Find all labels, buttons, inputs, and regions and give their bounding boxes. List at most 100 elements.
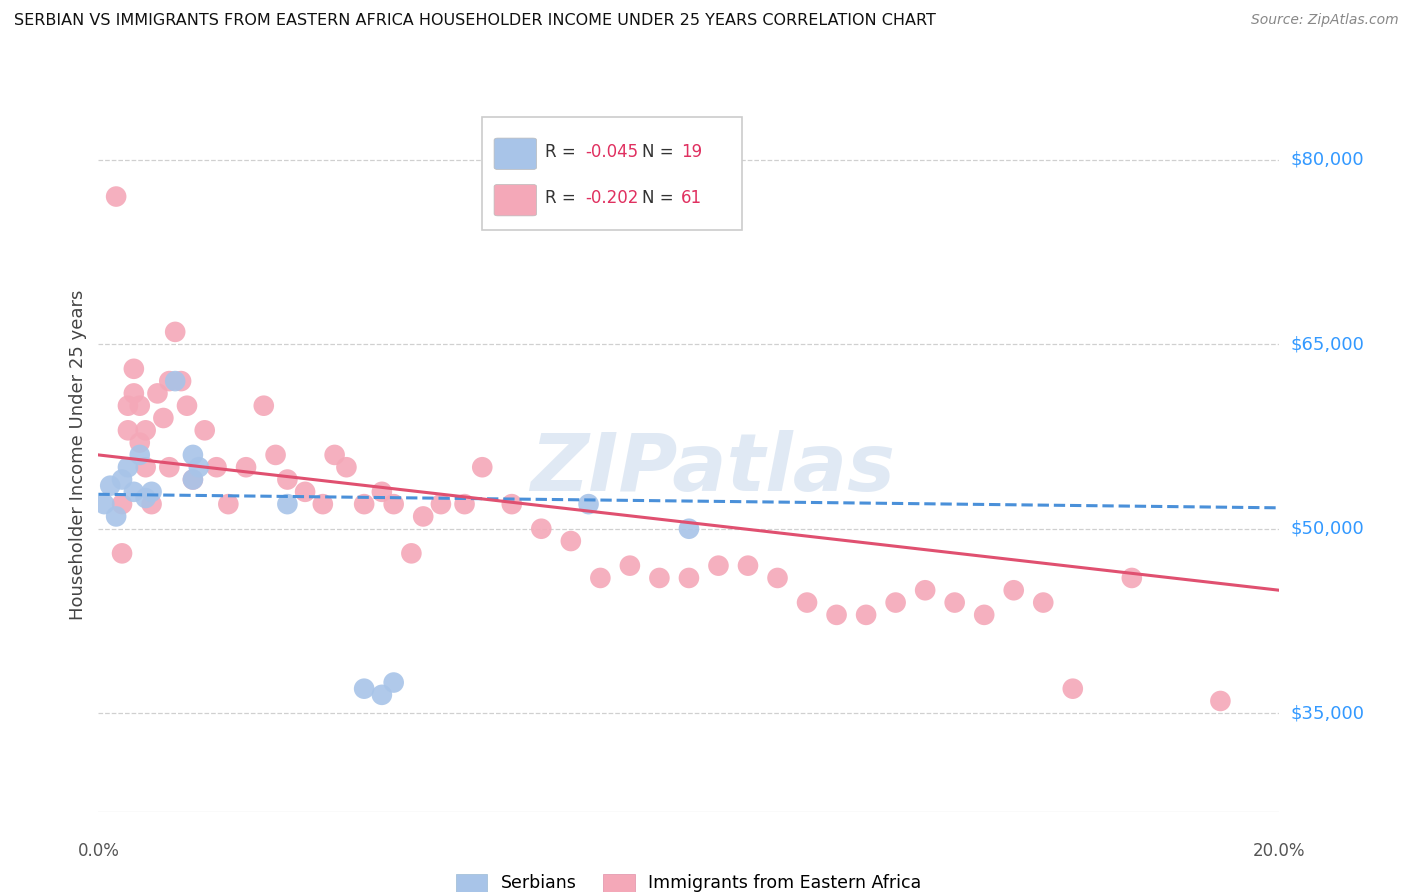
Point (165, 325, 187, 339)
FancyBboxPatch shape (494, 138, 537, 169)
Point (353, 681, 375, 696)
FancyBboxPatch shape (494, 185, 537, 216)
Point (1209, 694, 1232, 708)
Point (157, 374, 180, 388)
Point (766, 571, 789, 585)
Point (471, 460, 494, 475)
Text: $50,000: $50,000 (1291, 520, 1364, 538)
Point (855, 607, 877, 622)
Point (135, 491, 157, 505)
Point (648, 571, 671, 585)
Text: $80,000: $80,000 (1291, 151, 1364, 169)
Point (884, 596, 907, 610)
FancyBboxPatch shape (482, 118, 742, 230)
Text: SERBIAN VS IMMIGRANTS FROM EASTERN AFRICA HOUSEHOLDER INCOME UNDER 25 YEARS CORR: SERBIAN VS IMMIGRANTS FROM EASTERN AFRIC… (14, 13, 936, 29)
Point (111, 497, 134, 511)
Point (170, 374, 193, 388)
Point (135, 423, 157, 437)
Legend: Serbians, Immigrants from Eastern Africa: Serbians, Immigrants from Eastern Africa (450, 867, 928, 892)
Point (176, 399, 198, 413)
Point (93, 497, 115, 511)
Point (117, 460, 139, 475)
Point (825, 607, 848, 622)
Text: -0.045: -0.045 (585, 143, 638, 161)
Point (737, 558, 759, 573)
Point (135, 460, 157, 475)
Point (1002, 583, 1025, 598)
Point (187, 460, 209, 475)
Point (105, 189, 128, 203)
Point (128, 435, 150, 450)
Point (152, 411, 174, 425)
Point (181, 473, 204, 487)
Point (294, 484, 316, 499)
Point (382, 675, 405, 690)
Point (371, 484, 394, 499)
Point (678, 522, 700, 536)
Point (181, 473, 204, 487)
Point (678, 571, 700, 585)
Point (205, 460, 228, 475)
Point (707, 558, 730, 573)
Point (122, 361, 145, 376)
Point (335, 460, 357, 475)
Point (122, 386, 145, 401)
Point (578, 497, 600, 511)
Point (589, 571, 612, 585)
Text: R =: R = (546, 189, 581, 207)
Point (1062, 681, 1084, 696)
Point (943, 596, 966, 610)
Point (1121, 571, 1143, 585)
Point (530, 522, 553, 536)
Point (117, 423, 139, 437)
Point (181, 448, 204, 462)
Point (560, 534, 582, 549)
Point (453, 497, 475, 511)
Point (157, 460, 180, 475)
Point (382, 497, 405, 511)
Text: 19: 19 (681, 143, 702, 161)
Point (353, 497, 375, 511)
Point (430, 497, 453, 511)
Point (276, 497, 298, 511)
Text: 20.0%: 20.0% (1253, 842, 1306, 861)
Text: N =: N = (641, 189, 679, 207)
Point (914, 583, 936, 598)
Point (141, 484, 163, 499)
Point (117, 399, 139, 413)
Point (973, 607, 995, 622)
Text: N =: N = (641, 143, 679, 161)
Point (165, 374, 187, 388)
Text: R =: R = (546, 143, 581, 161)
Point (146, 386, 169, 401)
Point (122, 484, 145, 499)
Point (323, 448, 346, 462)
Point (235, 460, 257, 475)
Point (371, 688, 394, 702)
Point (312, 497, 335, 511)
Point (253, 399, 276, 413)
Point (111, 473, 134, 487)
Point (1032, 596, 1054, 610)
Point (401, 546, 423, 560)
Point (412, 509, 434, 524)
Text: 0.0%: 0.0% (77, 842, 120, 861)
Text: Source: ZipAtlas.com: Source: ZipAtlas.com (1251, 13, 1399, 28)
Text: 61: 61 (681, 189, 702, 207)
Text: -0.202: -0.202 (585, 189, 638, 207)
Text: ZIPatlas: ZIPatlas (530, 430, 896, 508)
Point (619, 558, 641, 573)
Point (276, 473, 298, 487)
Point (98, 478, 121, 492)
Point (217, 497, 239, 511)
Text: $35,000: $35,000 (1291, 705, 1365, 723)
Point (264, 448, 287, 462)
Point (194, 423, 217, 437)
Point (105, 509, 128, 524)
Point (501, 497, 523, 511)
Point (128, 448, 150, 462)
Point (111, 546, 134, 560)
Point (141, 497, 163, 511)
Point (796, 596, 818, 610)
Text: $65,000: $65,000 (1291, 335, 1364, 353)
